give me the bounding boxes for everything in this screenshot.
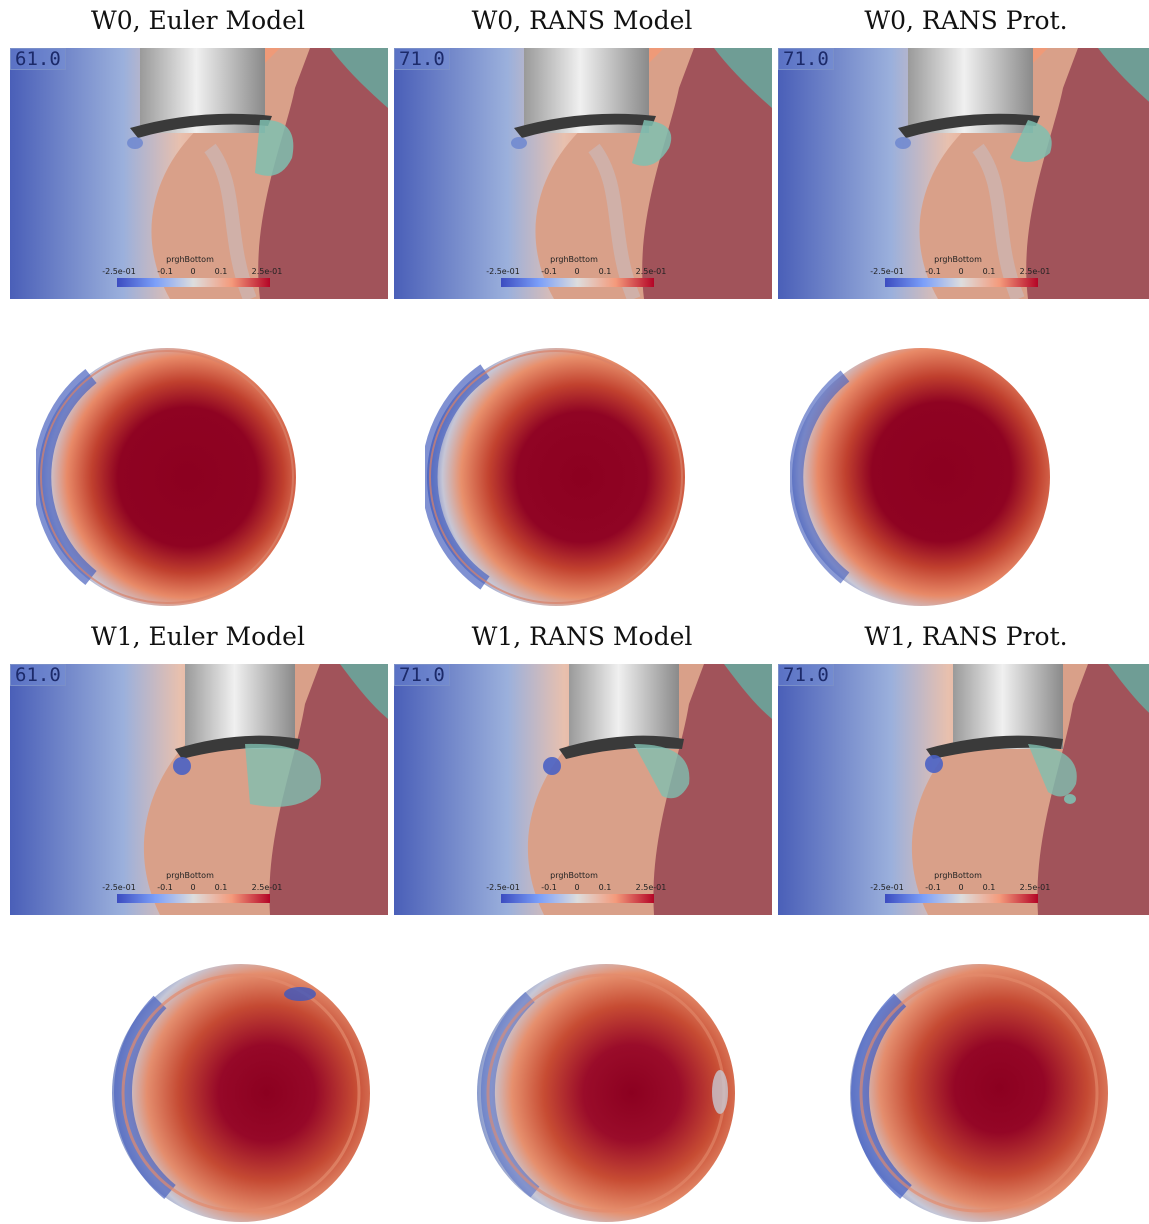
sim-render-w1-rans-model: 71.0 prghBottom -2.5e-01 -0.1 0 0.1 2.5e… <box>394 664 772 915</box>
colorbar-tick: 2.5e-01 <box>251 883 283 892</box>
colorbar: prghBottom -2.5e-01 -0.1 0 0.1 2.5e-01 <box>870 871 1050 911</box>
colorbar-title: prghBottom <box>934 255 982 264</box>
timestep-label: 71.0 <box>778 664 834 686</box>
colorbar-tick: 0 <box>190 883 196 892</box>
colorbar-tick: -2.5e-01 <box>870 883 904 892</box>
colorbar-tick: 2.5e-01 <box>1019 883 1051 892</box>
colorbar: prghBottom -2.5e-01 -0.1 0 0.1 2.5e-01 <box>870 255 1050 295</box>
timestep-label: 71.0 <box>394 664 450 686</box>
colorbar-tick: -2.5e-01 <box>486 883 520 892</box>
colorbar-tick: 0 <box>574 267 580 276</box>
colorbar-tick: -2.5e-01 <box>102 267 136 276</box>
colorbar-gradient <box>117 278 270 287</box>
colorbar-tick: -0.1 <box>157 883 173 892</box>
colorbar-title: prghBottom <box>550 255 598 264</box>
colorbar-gradient <box>885 278 1038 287</box>
colorbar-tick: 0.1 <box>214 883 228 892</box>
colorbar-title: prghBottom <box>166 871 214 880</box>
colorbar-tick: 0.1 <box>982 267 996 276</box>
pressure-disk-w0-rans-model <box>425 346 687 608</box>
colorbar-tick: -2.5e-01 <box>870 267 904 276</box>
colorbar: prghBottom -2.5e-01 -0.1 0 0.1 2.5e-01 <box>102 871 282 911</box>
colorbar-tick: 2.5e-01 <box>1019 267 1051 276</box>
colorbar-tick: 2.5e-01 <box>635 883 667 892</box>
colorbar-tick: 2.5e-01 <box>251 267 283 276</box>
sim-render-w0-rans-model: 71.0 prghBottom -2.5e-01 -0.1 0 0.1 2.5e… <box>394 48 772 299</box>
colorbar-tick: -0.1 <box>925 267 941 276</box>
sim-render-w0-rans-prot: 71.0 prghBottom -2.5e-01 -0.1 0 0.1 2.5e… <box>778 48 1149 299</box>
timestep-label: 61.0 <box>10 664 66 686</box>
colorbar-tick: -0.1 <box>541 883 557 892</box>
colorbar-tick: -0.1 <box>157 267 173 276</box>
sim-render-w0-euler: 61.0 prghBottom -2.5e-01 -0.1 0 0.1 2.5e… <box>10 48 388 299</box>
panel-title-w1-euler: W1, Euler Model <box>91 622 305 651</box>
colorbar-gradient <box>117 894 270 903</box>
colorbar-tick: 0 <box>958 267 964 276</box>
colorbar-tick: 0 <box>958 883 964 892</box>
timestep-label: 71.0 <box>394 48 450 70</box>
colorbar-gradient <box>885 894 1038 903</box>
colorbar-tick: 0.1 <box>214 267 228 276</box>
panel-title-w0-rans-prot: W0, RANS Prot. <box>864 6 1068 35</box>
colorbar-title: prghBottom <box>550 871 598 880</box>
colorbar-tick: 0.1 <box>598 883 612 892</box>
colorbar-tick: 0 <box>190 267 196 276</box>
colorbar-tick: -2.5e-01 <box>486 267 520 276</box>
colorbar-tick: 2.5e-01 <box>635 267 667 276</box>
panel-title-w0-rans-model: W0, RANS Model <box>471 6 693 35</box>
pressure-disk-w0-rans-prot <box>790 346 1052 608</box>
colorbar-gradient <box>501 278 654 287</box>
colorbar-gradient <box>501 894 654 903</box>
panel-title-w0-euler: W0, Euler Model <box>91 6 305 35</box>
sim-render-w1-euler: 61.0 prghBottom -2.5e-01 -0.1 0 0.1 2.5e… <box>10 664 388 915</box>
colorbar-tick: 0.1 <box>982 883 996 892</box>
colorbar-tick: -0.1 <box>541 267 557 276</box>
pressure-disk-w0-euler <box>36 346 298 608</box>
colorbar: prghBottom -2.5e-01 -0.1 0 0.1 2.5e-01 <box>486 871 666 911</box>
pressure-disk-w1-rans-model <box>475 962 737 1224</box>
colorbar-tick: 0.1 <box>598 267 612 276</box>
timestep-label: 61.0 <box>10 48 66 70</box>
sim-render-w1-rans-prot: 71.0 prghBottom -2.5e-01 -0.1 0 0.1 2.5e… <box>778 664 1149 915</box>
pressure-disk-w1-euler <box>110 962 372 1224</box>
colorbar-title: prghBottom <box>166 255 214 264</box>
colorbar-tick: -2.5e-01 <box>102 883 136 892</box>
colorbar-title: prghBottom <box>934 871 982 880</box>
panel-title-w1-rans-model: W1, RANS Model <box>471 622 693 651</box>
timestep-label: 71.0 <box>778 48 834 70</box>
colorbar: prghBottom -2.5e-01 -0.1 0 0.1 2.5e-01 <box>102 255 282 295</box>
colorbar-tick: -0.1 <box>925 883 941 892</box>
pressure-disk-w1-rans-prot <box>848 962 1110 1224</box>
panel-title-w1-rans-prot: W1, RANS Prot. <box>864 622 1068 651</box>
colorbar: prghBottom -2.5e-01 -0.1 0 0.1 2.5e-01 <box>486 255 666 295</box>
colorbar-tick: 0 <box>574 883 580 892</box>
